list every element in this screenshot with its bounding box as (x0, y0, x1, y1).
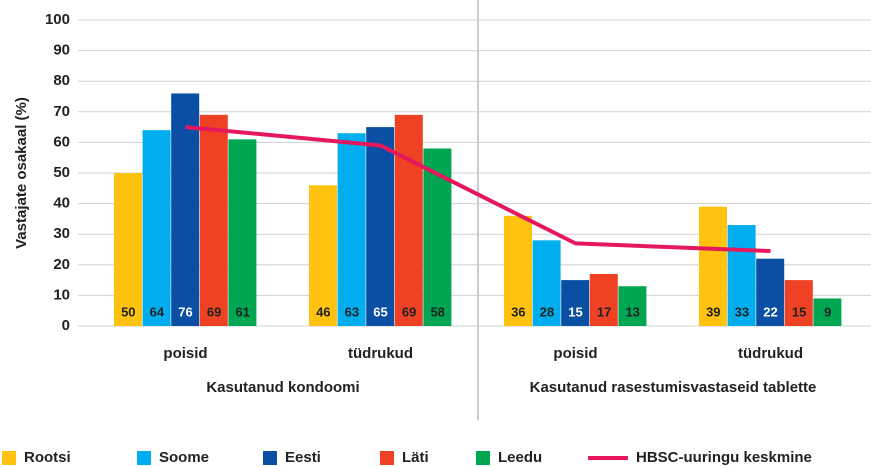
value-label: 15 (792, 304, 806, 319)
value-label: 36 (511, 304, 525, 319)
value-label: 64 (150, 304, 165, 319)
legend-swatch (137, 451, 151, 465)
value-label: 33 (735, 304, 749, 319)
x-tick-label: poisid (553, 345, 597, 362)
value-label: 69 (402, 304, 416, 319)
legend-swatch (263, 451, 277, 465)
value-label: 63 (345, 304, 359, 319)
bar (532, 240, 561, 326)
bar (199, 114, 228, 326)
value-label: 61 (235, 304, 249, 319)
bar (699, 206, 727, 326)
value-label: 65 (373, 304, 387, 319)
value-label: 17 (597, 304, 611, 319)
value-label: 13 (625, 304, 639, 319)
y-axis-label: Vastajate osakaal (%) (13, 97, 30, 249)
value-label: 50 (121, 304, 135, 319)
group-label: Kasutanud kondoomi (206, 379, 360, 396)
value-label: 22 (763, 304, 777, 319)
bar (589, 273, 618, 326)
bar (618, 286, 647, 326)
legend-swatch (476, 451, 490, 465)
bar (394, 114, 423, 326)
y-tick-label: 90 (53, 42, 70, 59)
legend-label: Rootsi (24, 449, 71, 466)
bar (366, 127, 395, 326)
y-tick-label: 70 (53, 103, 70, 120)
legend-label: Soome (159, 449, 209, 466)
bar (228, 139, 257, 326)
legend-label: Eesti (285, 449, 321, 466)
group-label: Kasutanud rasestumisvastaseid tablette (529, 379, 817, 396)
bar (171, 93, 200, 326)
value-label: 69 (207, 304, 221, 319)
bar (813, 298, 842, 326)
y-tick-label: 100 (45, 11, 70, 28)
value-label: 39 (706, 304, 720, 319)
legend-label: HBSC-uuringu keskmine (636, 449, 812, 466)
bar (561, 280, 590, 326)
value-label: 28 (540, 304, 554, 319)
bar (114, 173, 142, 326)
y-tick-label: 60 (53, 133, 70, 150)
y-tick-label: 40 (53, 195, 70, 212)
x-tick-label: poisid (163, 345, 207, 362)
bar (309, 185, 337, 326)
y-tick-label: 30 (53, 225, 70, 242)
x-tick-label: tüdrukud (348, 345, 413, 362)
value-label: 76 (178, 304, 192, 319)
legend-swatch (380, 451, 394, 465)
x-tick-label: tüdrukud (738, 345, 803, 362)
bar (784, 280, 813, 326)
bar (504, 215, 532, 326)
line-series (185, 125, 771, 254)
y-tick-label: 50 (53, 164, 70, 181)
bar (142, 130, 171, 326)
bar (756, 258, 785, 326)
y-tick-label: 0 (62, 317, 70, 334)
value-label: 46 (316, 304, 330, 319)
legend-label: Leedu (498, 449, 542, 466)
value-label: 9 (824, 304, 831, 319)
value-label: 15 (568, 304, 582, 319)
legend-swatch (2, 451, 16, 465)
bar (727, 225, 756, 326)
y-tick-label: 20 (53, 256, 70, 273)
legend-label: Läti (402, 449, 429, 466)
y-tick-label: 10 (53, 286, 70, 303)
bar (337, 133, 366, 326)
value-label: 58 (430, 304, 444, 319)
y-tick-label: 80 (53, 72, 70, 89)
